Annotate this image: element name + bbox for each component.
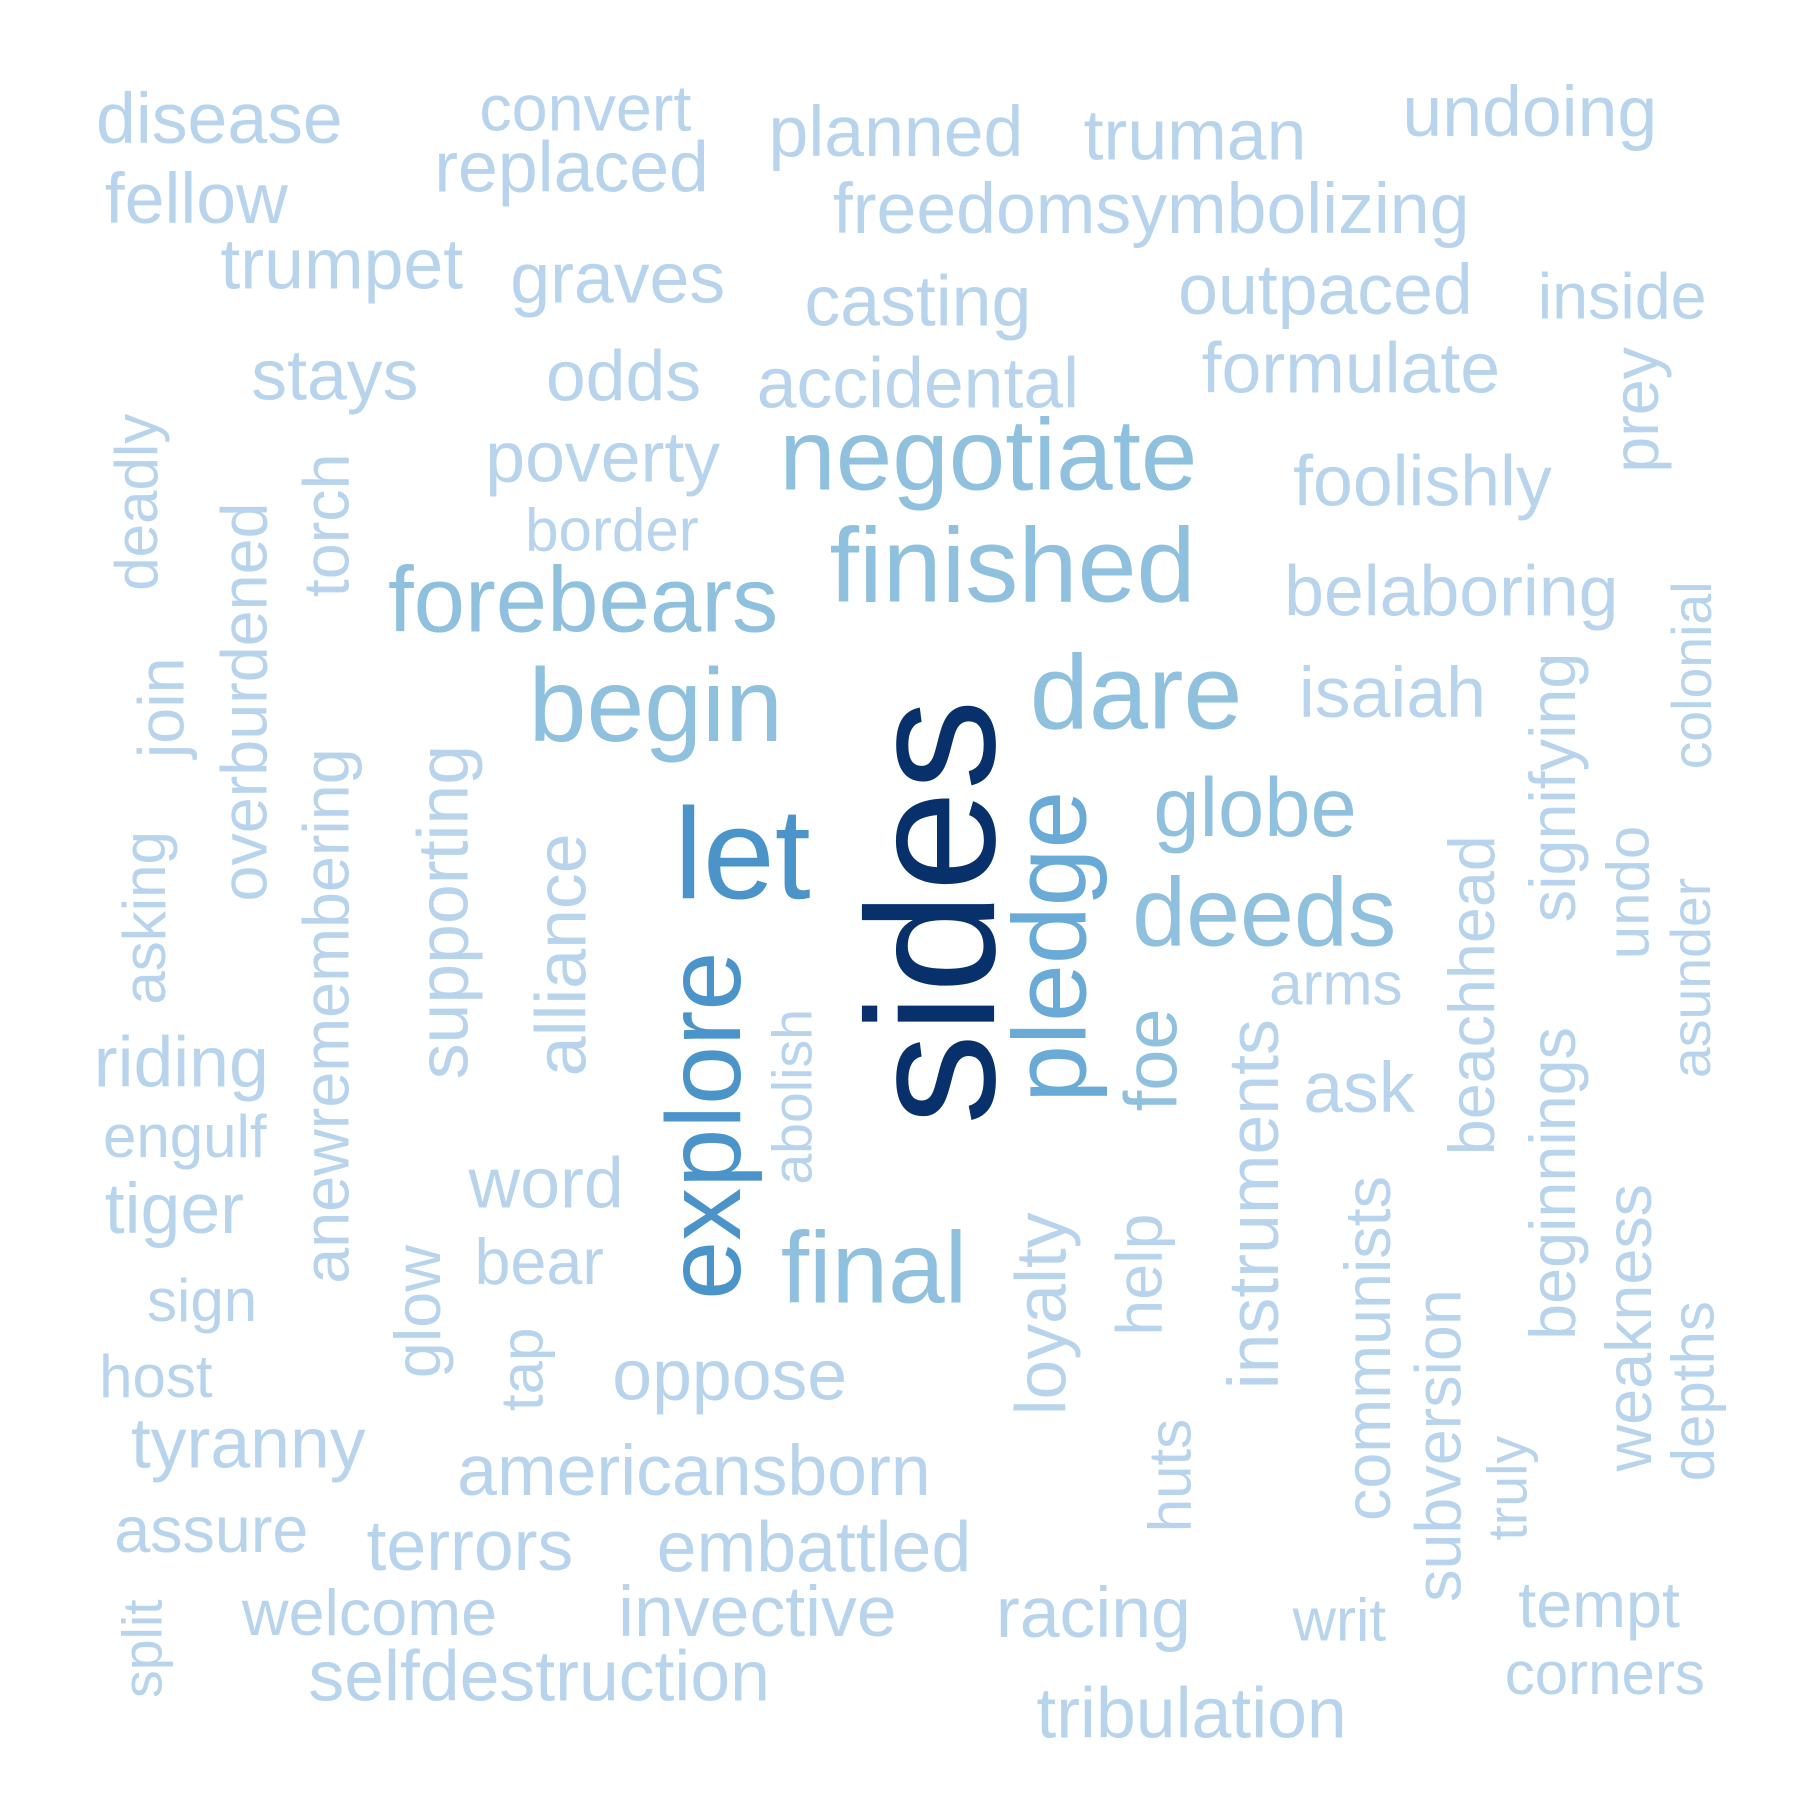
word-assure: assure bbox=[114, 1492, 309, 1566]
word-deeds: deeds bbox=[1132, 857, 1397, 967]
word-weakness: weakness bbox=[1592, 1184, 1665, 1472]
word-alliance: alliance bbox=[521, 833, 602, 1077]
word-formulate: formulate bbox=[1201, 329, 1501, 409]
word-let: let bbox=[674, 781, 811, 926]
word-communists: communists bbox=[1331, 1176, 1404, 1522]
word-odds: odds bbox=[545, 337, 702, 417]
word-begin: begin bbox=[528, 648, 783, 765]
word-split: split bbox=[113, 1599, 175, 1699]
word-negotiate: negotiate bbox=[779, 397, 1198, 512]
word-invective: invective bbox=[618, 1572, 897, 1653]
word-word: word bbox=[468, 1144, 624, 1224]
word-asunder: asunder bbox=[1661, 877, 1723, 1079]
word-tyranny: tyranny bbox=[130, 1403, 366, 1484]
word-huts: huts bbox=[1137, 1418, 1205, 1533]
word-freedomsymbolizing: freedomsymbolizing bbox=[832, 169, 1470, 250]
word-anewremembering: anewremembering bbox=[289, 748, 363, 1284]
word-ask: ask bbox=[1303, 1048, 1415, 1129]
word-beachhead: beachhead bbox=[1435, 835, 1508, 1156]
word-undoing: undoing bbox=[1402, 72, 1658, 153]
word-tribulation: tribulation bbox=[1036, 1674, 1347, 1754]
word-selfdestruction: selfdestruction bbox=[308, 1637, 770, 1717]
word-undo: undo bbox=[1595, 825, 1663, 960]
word-deadly: deadly bbox=[103, 413, 171, 591]
word-pledge: pledge bbox=[992, 790, 1109, 1103]
word-colonial: colonial bbox=[1662, 581, 1724, 770]
word-foe: foe bbox=[1109, 1008, 1193, 1112]
word-subversion: subversion bbox=[1401, 1289, 1475, 1602]
word-prey: prey bbox=[1599, 346, 1672, 473]
word-finished: finished bbox=[829, 506, 1196, 625]
word-final: final bbox=[780, 1209, 968, 1325]
word-engulf: engulf bbox=[102, 1103, 267, 1171]
word-torch: torch bbox=[289, 453, 363, 598]
word-depths: depths bbox=[1660, 1301, 1728, 1482]
word-truly: truly bbox=[1477, 1435, 1540, 1541]
word-outpaced: outpaced bbox=[1178, 250, 1473, 331]
word-overburdened: overburdened bbox=[207, 502, 281, 902]
word-convert: convert bbox=[479, 71, 692, 145]
word-tap: tap bbox=[489, 1327, 557, 1412]
word-accidental: accidental bbox=[756, 344, 1080, 424]
word-stays: stays bbox=[251, 335, 419, 416]
word-dare: dare bbox=[1029, 633, 1243, 752]
word-arms: arms bbox=[1269, 951, 1403, 1019]
word-terrors: terrors bbox=[366, 1506, 574, 1587]
word-racing: racing bbox=[995, 1573, 1191, 1654]
word-corners: corners bbox=[1504, 1640, 1705, 1708]
word-signifying: signifying bbox=[1515, 652, 1589, 923]
word-sign: sign bbox=[146, 1267, 258, 1335]
word-abolish: abolish bbox=[763, 1009, 825, 1185]
word-fellow: fellow bbox=[104, 159, 288, 239]
word-writ: writ bbox=[1292, 1587, 1387, 1655]
word-trumpet: trumpet bbox=[220, 225, 464, 305]
word-explore: explore bbox=[645, 951, 764, 1300]
word-tiger: tiger bbox=[104, 1169, 244, 1250]
word-supporting: supporting bbox=[404, 744, 484, 1080]
word-belaboring: belaboring bbox=[1284, 551, 1619, 632]
word-planned: planned bbox=[768, 92, 1024, 173]
word-foolishly: foolishly bbox=[1293, 442, 1552, 522]
word-glow: glow bbox=[381, 1245, 454, 1379]
word-riding: riding bbox=[93, 1022, 269, 1103]
word-graves: graves bbox=[510, 238, 726, 319]
word-isaiah: isaiah bbox=[1298, 653, 1486, 734]
word-join: join bbox=[124, 657, 198, 759]
word-poverty: poverty bbox=[485, 417, 721, 498]
word-forebears: forebears bbox=[387, 548, 779, 652]
word-welcome: welcome bbox=[241, 1576, 498, 1649]
word-truman: truman bbox=[1083, 95, 1307, 176]
word-oppose: oppose bbox=[612, 1335, 848, 1416]
word-beginnings: beginnings bbox=[1515, 1027, 1589, 1340]
word-tempt: tempt bbox=[1518, 1567, 1680, 1641]
word-americansborn: americansborn bbox=[457, 1431, 931, 1512]
word-border: border bbox=[525, 497, 699, 565]
word-loyalty: loyalty bbox=[1002, 1212, 1082, 1416]
word-globe: globe bbox=[1153, 762, 1357, 855]
word-embattled: embattled bbox=[656, 1507, 972, 1588]
word-disease: disease bbox=[96, 79, 343, 160]
word-casting: casting bbox=[804, 262, 1032, 342]
word-bear: bear bbox=[474, 1225, 604, 1298]
word-inside: inside bbox=[1537, 259, 1707, 333]
word-asking: asking bbox=[111, 831, 179, 1005]
word-host: host bbox=[99, 1343, 213, 1411]
word-replaced: replaced bbox=[434, 128, 709, 208]
word-instruments: instruments bbox=[1214, 1019, 1295, 1390]
word-help: help bbox=[1102, 1213, 1176, 1336]
